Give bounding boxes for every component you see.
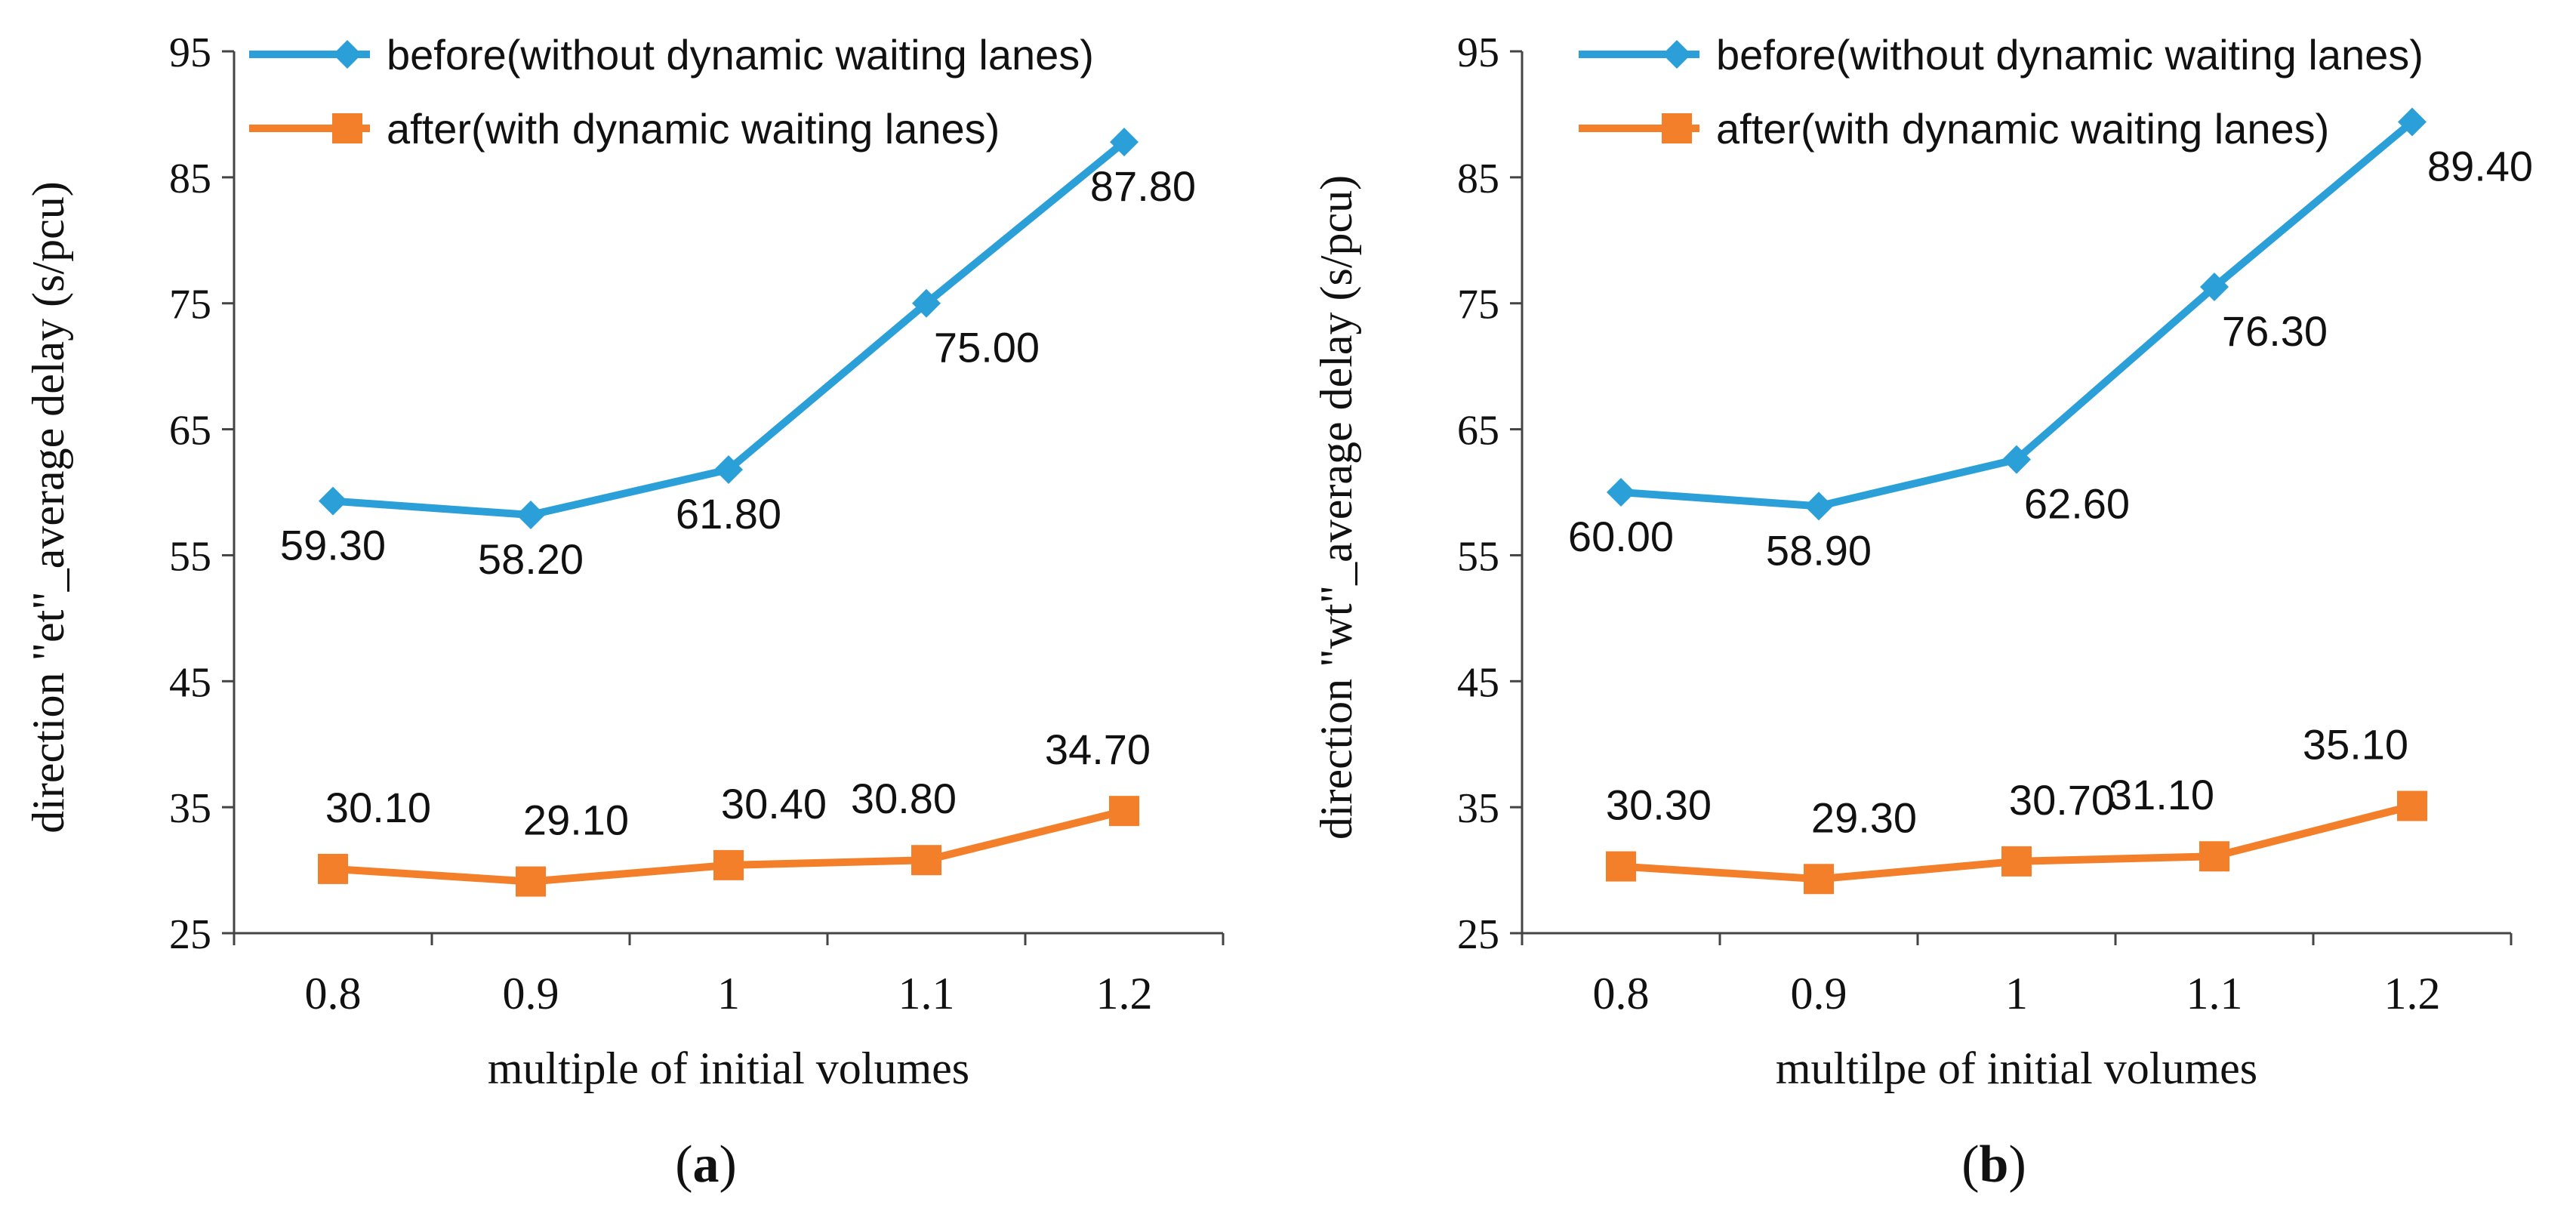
chart-a-x-tick-label: 0.8 — [305, 969, 362, 1018]
chart-b-series-before-point — [2398, 107, 2427, 137]
chart-b-series-after-data-label: 35.10 — [2303, 720, 2408, 768]
chart-a-x-tick-label: 1.1 — [898, 969, 955, 1018]
chart-a-legend-marker-before — [333, 40, 362, 69]
chart-a-series-before-data-label: 58.20 — [478, 535, 584, 583]
chart-a-series-before-point — [1110, 128, 1139, 157]
chart-b-series-after-point — [1804, 864, 1834, 895]
chart-a-y-tick-label: 55 — [169, 533, 211, 580]
chart-a-series-before-point — [714, 455, 743, 484]
chart-a-series-before-data-label: 87.80 — [1090, 162, 1196, 210]
chart-panel-a: 25 35 45 55 65 75 85 95 0.8 0.9 1 1.1 1.2 multiple of… — [23, 29, 1225, 1194]
chart-b-series-after-point — [1606, 851, 1636, 882]
chart-a-series-before-point — [912, 288, 941, 318]
chart-a-series-before-data-label: 59.30 — [280, 522, 386, 569]
chart-b-y-tick-label: 65 — [1457, 408, 1499, 455]
chart-a-series-before-data-label: 75.00 — [934, 324, 1040, 371]
chart-a-legend-marker-after — [332, 113, 362, 143]
chart-b-series-after-data-label: 31.10 — [2109, 771, 2214, 818]
chart-b-series-before-data-label: 89.40 — [2427, 142, 2533, 190]
chart-a-series-after-point — [318, 853, 348, 884]
chart-a-x-axis-title: multiple of initial volumes — [488, 1043, 969, 1093]
chart-a-x-tick-label: 1.2 — [1096, 969, 1153, 1018]
chart-b-y-tick-label: 85 — [1457, 156, 1499, 202]
chart-a-series-after-point — [516, 866, 546, 897]
chart-panel-b: 25 35 45 55 65 75 85 95 0.8 0.9 1 1.1 1.2 multilpe of… — [1288, 0, 2576, 1208]
chart-b-x-axis-title: multilpe of initial volumes — [1776, 1043, 2257, 1093]
chart-b-series-before-data-label: 76.30 — [2222, 307, 2328, 355]
chart-b-x-tick-label: 1.1 — [2186, 969, 2243, 1018]
chart-b-series-before-point — [1607, 478, 1635, 507]
chart-a-series-after-point — [911, 845, 941, 876]
chart-b-y-tick-label: 45 — [1457, 659, 1499, 706]
chart-b-series-before-data-label: 62.60 — [2024, 480, 2130, 528]
chart-a-y-tick-label: 35 — [169, 785, 211, 832]
chart-b-series-before-point — [2002, 445, 2031, 474]
chart-a-series-after-point — [1109, 796, 1139, 827]
chart-a-legend-label-after: after(with dynamic waiting lanes) — [387, 105, 1000, 153]
chart-b-x-tick-label: 0.9 — [1791, 969, 1847, 1018]
chart-b-series-after-data-label: 30.30 — [1606, 781, 1712, 829]
chart-a-series-after-data-label: 30.80 — [851, 775, 957, 822]
chart-a-y-tick-label: 75 — [169, 282, 211, 328]
chart-b-series-before-data-label: 60.00 — [1568, 513, 1674, 560]
chart-a-y-tick-label: 85 — [169, 156, 211, 202]
chart-b-legend-label-before: before(without dynamic waiting lanes) — [1716, 31, 2423, 79]
line-chart-a: 25 35 45 55 65 75 85 95 0.8 0.9 1 1.1 1.2 multiple of… — [23, 29, 1225, 1194]
chart-a-y-tick-label: 65 — [169, 408, 211, 455]
line-chart-b: 25 35 45 55 65 75 85 95 0.8 0.9 1 1.1 1.2 multilpe of… — [1311, 29, 2533, 1194]
chart-a-y-axis-title: direction "et"_average delay (s/pcu) — [23, 181, 73, 834]
chart-a-series-after-data-label: 29.10 — [523, 797, 629, 844]
chart-b-legend-marker-before — [1662, 40, 1691, 69]
chart-b-panel-label: (b) — [1961, 1136, 2026, 1194]
chart-b-series-after-point — [2199, 841, 2229, 872]
chart-b-series-before-point — [1804, 492, 1833, 521]
chart-a-y-tick-label: 95 — [169, 29, 211, 76]
chart-b-y-tick-label: 55 — [1457, 533, 1499, 580]
chart-b-y-tick-label: 95 — [1457, 29, 1499, 76]
chart-a-legend-label-before: before(without dynamic waiting lanes) — [387, 31, 1094, 79]
chart-b-y-tick-label: 35 — [1457, 785, 1499, 832]
chart-b-x-tick-label: 1 — [2005, 969, 2028, 1018]
chart-a-series-before-point — [319, 486, 347, 516]
chart-a-series-after-data-label: 30.40 — [721, 780, 827, 827]
chart-a-series-after-data-label: 30.10 — [325, 784, 431, 831]
chart-b-series-before-data-label: 58.90 — [1766, 526, 1872, 574]
chart-a-y-tick-label: 45 — [169, 659, 211, 706]
chart-b-legend-label-after: after(with dynamic waiting lanes) — [1716, 105, 2329, 153]
chart-a-series-after-data-label: 34.70 — [1045, 726, 1151, 773]
chart-b-series-after-point — [2397, 790, 2427, 821]
chart-a-series-before-point — [516, 501, 545, 530]
chart-b-series-before-point — [2200, 273, 2229, 302]
chart-a-panel-label: (a) — [675, 1136, 737, 1194]
chart-a-series-before-data-label: 61.80 — [676, 490, 781, 538]
chart-b-legend-marker-after — [1662, 113, 1692, 143]
chart-a-y-tick-label: 25 — [169, 911, 211, 958]
chart-b-y-tick-label: 25 — [1457, 911, 1499, 958]
chart-b-y-axis-title: direction "wt"_average delay (s/pcu) — [1311, 175, 1361, 840]
chart-b-series-after-point — [2001, 846, 2032, 877]
chart-b-series-after-data-label: 30.70 — [2009, 776, 2115, 824]
chart-b-y-tick-label: 75 — [1457, 282, 1499, 328]
chart-a-series-after-point — [713, 849, 744, 880]
chart-b-x-tick-label: 0.8 — [1593, 969, 1650, 1018]
chart-b-series-after-data-label: 29.30 — [1811, 794, 1917, 841]
chart-a-x-tick-label: 0.9 — [503, 969, 559, 1018]
chart-a-x-tick-label: 1 — [717, 969, 740, 1018]
chart-b-x-tick-label: 1.2 — [2384, 969, 2441, 1018]
